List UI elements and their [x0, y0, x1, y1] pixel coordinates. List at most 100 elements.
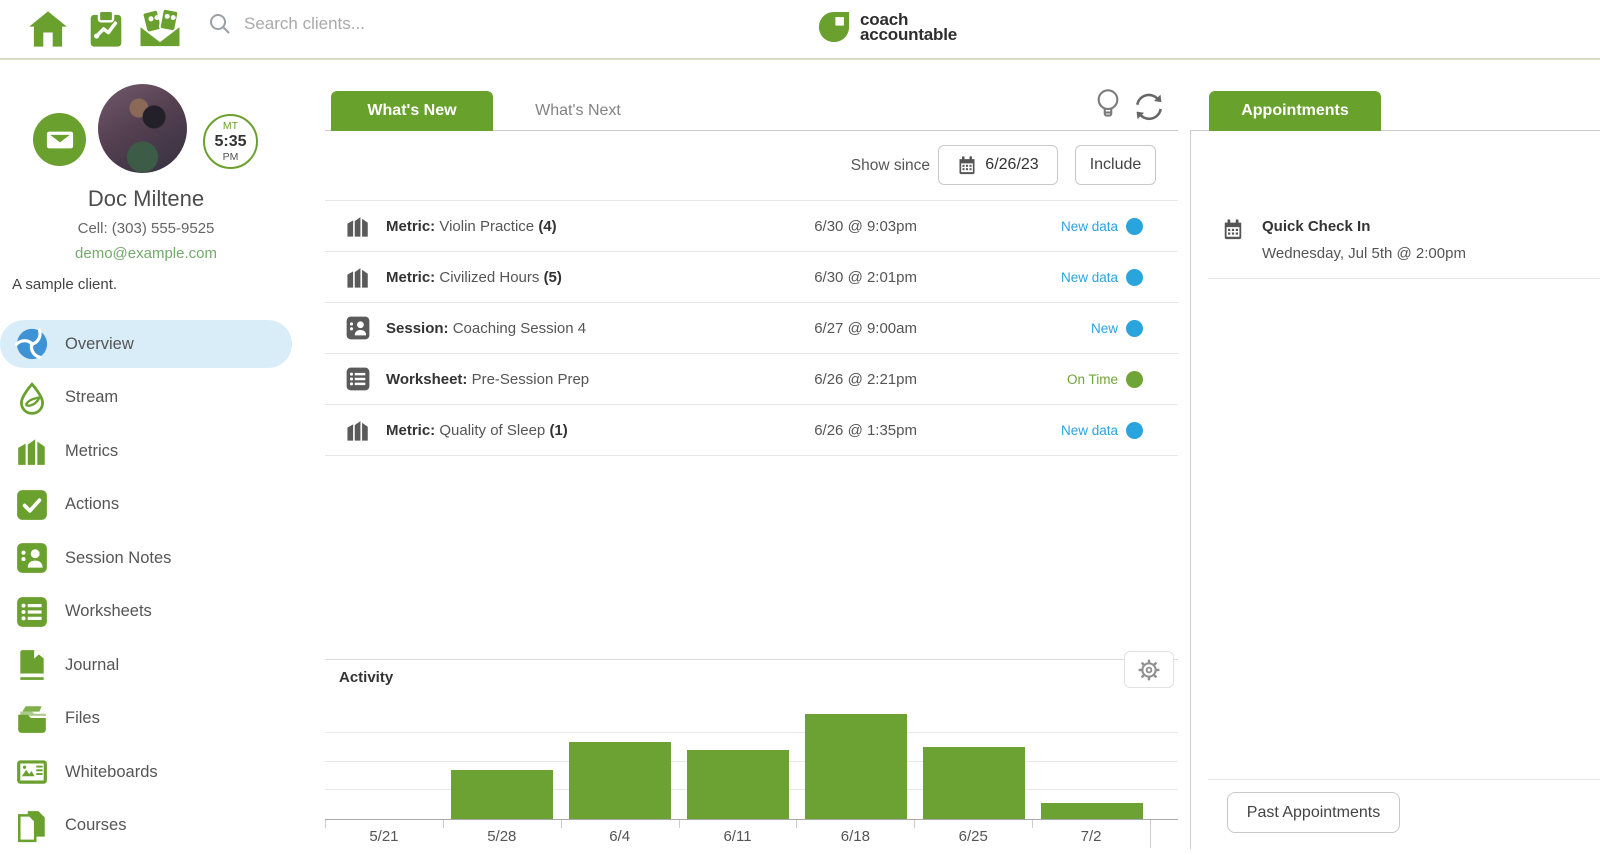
activity-settings-button[interactable] [1124, 651, 1174, 688]
timezone-clock-badge: MT 5:35 PM [203, 114, 258, 169]
x-tick-label: 5/28 [442, 820, 561, 848]
gear-icon [1138, 658, 1160, 681]
activity-bar[interactable] [1041, 803, 1143, 819]
sidebar-item-actions[interactable]: Actions [0, 481, 292, 529]
envelope-icon [46, 131, 73, 148]
brand-wordmark: coach accountable [860, 10, 957, 43]
past-appointments-button[interactable]: Past Appointments [1227, 792, 1400, 833]
appointments-header: Appointments [1209, 91, 1381, 131]
appointment-datetime: Wednesday, Jul 5th @ 2:00pm [1262, 245, 1466, 262]
chart-column [679, 690, 797, 819]
sidebar-item-journal[interactable]: Journal [0, 641, 292, 689]
item-title: Coaching Session 4 [452, 319, 587, 337]
brand-logo[interactable]: coach accountable [818, 11, 957, 43]
sidebar-item-whiteboards[interactable]: Whiteboards [0, 748, 292, 796]
item-type: Metric: [386, 217, 436, 235]
item-status: New [1090, 320, 1118, 336]
item-status: On Time [1066, 371, 1118, 387]
sidebar-item-worksheets[interactable]: Worksheets [0, 588, 292, 636]
sidebar-item-label: Session Notes [65, 548, 172, 567]
metric-icon [345, 264, 371, 290]
metrics-bars-icon [14, 433, 50, 469]
clipboard-trend-icon[interactable] [86, 8, 126, 50]
chart-column [325, 690, 443, 819]
item-type: Session: [386, 319, 449, 337]
x-tick-label: 6/18 [796, 820, 914, 848]
messages-badge[interactable] [33, 113, 86, 166]
status-dot [1126, 370, 1143, 388]
timezone-time: 5:35 [214, 132, 247, 150]
lightbulb-icon[interactable] [1094, 88, 1122, 122]
envelope-cards-icon[interactable] [136, 8, 184, 50]
sidebar-item-courses[interactable]: Courses [0, 802, 292, 850]
activity-bar-chart [325, 690, 1178, 820]
activity-bar[interactable] [923, 747, 1025, 819]
x-tick-label: 6/4 [560, 820, 679, 848]
sidebar-item-files[interactable]: Files [0, 695, 292, 743]
chart-column [797, 690, 915, 819]
list-item-session-coaching-4[interactable]: Session: Coaching Session 4 6/27 @ 9:00a… [325, 303, 1178, 354]
home-icon[interactable] [28, 8, 68, 50]
sidebar-item-label: Actions [65, 495, 120, 513]
activity-bar[interactable] [569, 741, 671, 819]
list-item-metric-violin-practice[interactable]: Metric: Violin Practice (4) 6/30 @ 9:03p… [325, 201, 1178, 252]
sidebar-item-overview[interactable]: Overview [0, 320, 292, 368]
search-input[interactable] [242, 13, 542, 35]
item-title: Quality of Sleep [439, 421, 546, 439]
list-item-metric-quality-of-sleep[interactable]: Metric: Quality of Sleep (1) 6/26 @ 1:35… [325, 405, 1178, 456]
client-cell: Cell: (303) 555-9525 [0, 220, 292, 237]
actions-check-icon [14, 487, 50, 523]
activity-bar[interactable] [805, 714, 907, 819]
overview-pinwheel-icon [14, 326, 50, 362]
item-datetime: 6/26 @ 2:21pm [814, 370, 917, 388]
sidebar-item-stream[interactable]: Stream [0, 374, 292, 422]
item-title: Violin Practice [439, 217, 535, 235]
item-status: New data [1060, 422, 1118, 438]
whats-new-list: Metric: Violin Practice (4) 6/30 @ 9:03p… [325, 200, 1178, 456]
sidebar-item-label: Courses [65, 816, 127, 834]
metric-icon [345, 213, 371, 239]
tab-whats-next[interactable]: What's Next [535, 102, 621, 119]
tab-whats-new[interactable]: What's New [331, 91, 493, 131]
show-since-date-picker[interactable]: 6/26/23 [938, 145, 1058, 185]
x-tick-label: 6/25 [914, 820, 1032, 848]
courses-pages-icon [14, 808, 50, 844]
x-tick-label: 7/2 [1032, 820, 1152, 848]
item-datetime: 6/30 @ 2:01pm [814, 268, 917, 286]
sidebar-item-session-notes[interactable]: Session Notes [0, 534, 292, 582]
calendar-icon [959, 156, 975, 175]
appointment-title: Quick Check In [1262, 218, 1371, 235]
item-status: New data [1060, 218, 1118, 234]
client-bio: A sample client. [12, 276, 118, 293]
sidebar-item-metrics[interactable]: Metrics [0, 427, 292, 475]
chart-column [443, 690, 561, 819]
client-avatar[interactable] [98, 84, 187, 173]
sidebar-item-label: Journal [65, 655, 120, 674]
item-type: Metric: [386, 268, 436, 286]
brand-line1: coach [860, 10, 909, 29]
client-search [208, 12, 542, 36]
activity-bar[interactable] [451, 770, 553, 819]
activity-bar[interactable] [687, 750, 789, 819]
sidebar-item-label: Whiteboards [65, 762, 158, 781]
list-item-worksheet-pre-session-prep[interactable]: Worksheet: Pre-Session Prep 6/26 @ 2:21p… [325, 354, 1178, 405]
appointment-item[interactable]: Quick Check In Wednesday, Jul 5th @ 2:00… [1222, 214, 1592, 266]
item-datetime: 6/30 @ 9:03pm [814, 217, 917, 235]
refresh-icon[interactable] [1132, 92, 1166, 122]
worksheets-list-icon [14, 594, 50, 630]
past-appointments-line [1208, 779, 1600, 780]
item-datetime: 6/26 @ 1:35pm [814, 421, 917, 439]
x-tick-label: 6/11 [678, 820, 797, 848]
include-button[interactable]: Include [1075, 145, 1156, 185]
search-icon [210, 14, 230, 34]
list-item-metric-civilized-hours[interactable]: Metric: Civilized Hours (5) 6/30 @ 2:01p… [325, 252, 1178, 303]
metric-icon [345, 417, 371, 443]
item-type: Metric: [386, 421, 436, 439]
activity-title: Activity [339, 669, 394, 686]
files-folder-icon [14, 701, 50, 737]
status-dot [1126, 217, 1143, 235]
stream-droplet-icon [14, 380, 50, 416]
leaf-logo-icon [818, 11, 850, 43]
client-email-link[interactable]: demo@example.com [75, 245, 217, 262]
session-icon [345, 315, 371, 341]
